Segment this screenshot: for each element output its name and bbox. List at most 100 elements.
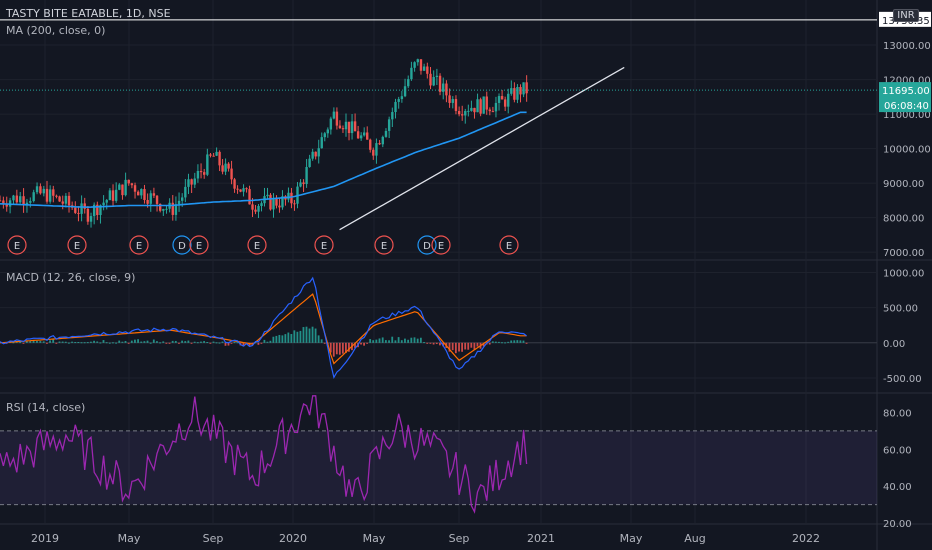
candle-body	[42, 188, 45, 194]
time-tick-label: May	[118, 532, 141, 545]
rsi-tick-label: 80.00	[883, 408, 912, 419]
macd-histogram-bar	[354, 342, 356, 348]
candle-body	[187, 179, 190, 187]
candle-body	[326, 129, 330, 134]
macd-histogram-bar	[348, 342, 350, 352]
candle-body	[317, 148, 320, 157]
candle-body	[96, 204, 99, 216]
macd-histogram-bar	[187, 340, 190, 343]
candle-body	[519, 86, 522, 95]
macd-histogram-bar	[25, 340, 28, 343]
macd-histogram-bar	[394, 340, 397, 343]
symbol-title: TASTY BITE EATABLE, 1D, NSE	[6, 7, 171, 20]
macd-histogram-bar	[105, 342, 108, 344]
candle-body	[236, 188, 239, 190]
macd-histogram-bar	[19, 342, 22, 344]
macd-histogram-bar	[96, 341, 99, 343]
macd-histogram-bar	[152, 339, 155, 343]
event-marker-label: E	[14, 241, 20, 252]
macd-histogram-bar	[162, 341, 165, 343]
candle-body	[438, 75, 442, 92]
macd-histogram-bar	[363, 342, 365, 346]
candle-body	[0, 200, 2, 202]
candle-body	[293, 203, 296, 205]
candle-body	[39, 186, 42, 194]
macd-histogram-bar	[510, 340, 513, 343]
event-marker-label: D	[423, 241, 431, 252]
macd-histogram-bar	[338, 342, 341, 355]
candle-body	[432, 76, 435, 86]
macd-histogram-bar	[263, 339, 266, 343]
macd-histogram-bar	[439, 342, 441, 346]
macd-histogram-bar	[137, 339, 139, 343]
macd-histogram-bar	[335, 342, 338, 355]
macd-histogram-bar	[519, 340, 522, 343]
candle-body	[426, 66, 429, 74]
candle-body	[320, 137, 323, 149]
macd-histogram-bar	[242, 342, 245, 347]
candle-body	[171, 202, 174, 215]
time-tick-label: Aug	[684, 532, 705, 545]
time-tick-label: 2021	[527, 532, 555, 545]
macd-histogram-bar	[218, 342, 221, 344]
macd-histogram-bar	[281, 335, 284, 343]
candle-body	[366, 132, 369, 140]
candle-body	[149, 193, 152, 204]
candle-body	[196, 170, 200, 179]
macd-histogram-bar	[366, 342, 369, 344]
candle-body	[133, 185, 137, 192]
macd-line	[0, 276, 527, 380]
macd-histogram-bar	[344, 342, 347, 354]
currency-badge[interactable]: INR	[893, 9, 919, 22]
candle-body	[419, 59, 423, 71]
candle-body	[473, 107, 476, 113]
candle-body	[362, 132, 366, 136]
macd-histogram-bar	[275, 335, 278, 343]
candle-body	[429, 73, 432, 86]
candle-body	[29, 201, 32, 203]
macd-histogram-bar	[516, 340, 519, 343]
candle-body	[353, 121, 357, 132]
candle-body	[22, 196, 25, 205]
rsi-legend: RSI (14, close)	[6, 401, 86, 414]
macd-histogram-bar	[168, 342, 171, 344]
macd-histogram-bar	[203, 341, 206, 343]
candle-body	[356, 131, 360, 139]
macd-histogram-bar	[284, 334, 287, 343]
macd-histogram-bar	[381, 337, 384, 343]
macd-histogram-bar	[391, 336, 394, 343]
macd-histogram-bar	[470, 342, 473, 348]
candle-body	[403, 86, 407, 97]
macd-histogram-bar	[507, 341, 510, 343]
macd-histogram-bar	[61, 341, 64, 343]
macd-histogram-bar	[184, 341, 187, 343]
macd-histogram-bar	[127, 342, 130, 344]
candle-body	[130, 183, 134, 186]
macd-histogram-bar	[108, 342, 111, 344]
candle-body	[52, 189, 55, 196]
candle-body	[64, 195, 68, 204]
event-marker-label: D	[178, 241, 186, 252]
event-marker-label: E	[74, 241, 80, 252]
candle-body	[491, 111, 495, 113]
candle-body	[140, 189, 143, 196]
macd-histogram-bar	[290, 334, 293, 343]
macd-histogram-bar	[372, 340, 375, 343]
candle-body	[61, 201, 64, 204]
macd-histogram-bar	[178, 342, 180, 344]
candle-body	[461, 114, 464, 116]
macd-histogram-bar	[215, 342, 218, 344]
macd-histogram-bar	[314, 328, 317, 343]
macd-histogram-bar	[212, 341, 215, 343]
price-tick-label: 11000.00	[883, 110, 931, 121]
candle-body	[407, 79, 410, 87]
candle-body	[199, 170, 203, 173]
candle-body	[485, 96, 488, 110]
candle-body	[347, 121, 351, 134]
candle-body	[32, 192, 35, 202]
event-marker-label: E	[321, 241, 327, 252]
candle-body	[83, 203, 86, 209]
macd-histogram-bar	[305, 326, 308, 343]
candle-body	[127, 179, 130, 184]
